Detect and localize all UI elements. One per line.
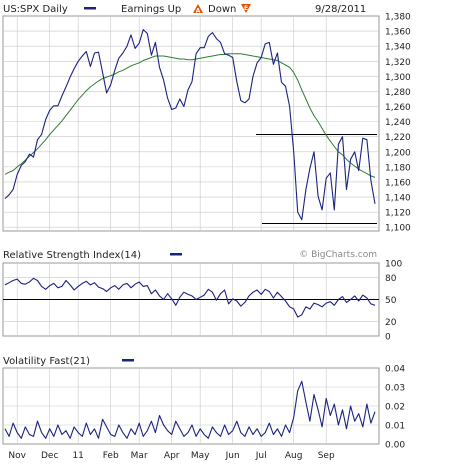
- rsi-y-tick-label: 80: [385, 274, 397, 284]
- price-y-tick-label: 1,200: [385, 148, 411, 158]
- x-tick-label: Dec: [41, 451, 58, 461]
- price-y-tick-label: 1,340: [385, 43, 411, 53]
- earnings-down-badge: E: [244, 5, 248, 12]
- price-y-tick-label: 1,260: [385, 103, 411, 113]
- earnings-down-icon: E: [241, 4, 251, 13]
- watermark: © BigCharts.com: [299, 250, 377, 260]
- rsi-title: Relative Strength Index(14): [3, 250, 141, 261]
- price-y-tick-label: 1,360: [385, 28, 411, 38]
- rsi-lines: [3, 277, 379, 318]
- price-y-tick-label: 1,300: [385, 73, 411, 83]
- rsi-y-tick-label: 0: [385, 333, 391, 343]
- vol-y-tick-label: 0.00: [385, 441, 405, 451]
- rsi-panel: 0 20 50 80 100: [2, 260, 402, 343]
- x-axis-ticks: Nov Dec 11 Feb Mar Apr May Jun Jul Aug Sep: [8, 451, 335, 461]
- earnings-label: Earnings Up: [121, 4, 181, 15]
- price-series-line: [4, 29, 376, 221]
- chart-date: 9/28/2011: [315, 4, 366, 15]
- price-y-tick-label: 1,280: [385, 88, 411, 98]
- price-panel-frame: [2, 15, 380, 232]
- price-series-moving-average: [4, 53, 376, 178]
- price-y-tick-label: 1,180: [385, 163, 411, 173]
- symbol-label: US:SPX Daily: [3, 4, 68, 15]
- volatility-grid: [3, 368, 379, 444]
- earnings-down-label: Down: [208, 4, 236, 15]
- price-levels: [256, 133, 377, 224]
- earnings-up-badge: A: [196, 8, 201, 15]
- price-y-tick-label: 1,220: [385, 133, 411, 143]
- price-y-tick-label: 1,120: [385, 209, 411, 219]
- price-panel: 1,100 1,120 1,140 1,160 1,180 1,200 1,220 1,240…: [2, 13, 411, 234]
- x-tick-label: Jun: [225, 451, 240, 461]
- x-tick-label: 11: [72, 451, 83, 461]
- rsi-legend-swatch: [170, 253, 182, 256]
- vol-y-tick-label: 0.04: [385, 365, 405, 375]
- price-grid: [3, 16, 379, 231]
- rsi-y-tick-label: 100: [385, 260, 402, 270]
- vol-y-tick-label: 0.03: [385, 384, 405, 394]
- price-y-tick-label: 1,380: [385, 13, 411, 23]
- vol-y-tick-label: 0.01: [385, 422, 405, 432]
- price-y-tick-label: 1,100: [385, 224, 411, 234]
- x-tick-label: Apr: [164, 451, 180, 461]
- price-y-tick-label: 1,240: [385, 118, 411, 128]
- vol-y-tick-label: 0.02: [385, 403, 405, 413]
- x-tick-label: Feb: [103, 451, 119, 461]
- rsi-y-tick-label: 20: [385, 318, 397, 328]
- volatility-lines: [4, 380, 376, 439]
- rsi-y-ticks: 0 20 50 80 100: [385, 260, 402, 343]
- price-y-tick-label: 1,320: [385, 58, 411, 68]
- price-legend-swatch: [84, 7, 96, 10]
- x-tick-label: May: [191, 451, 210, 461]
- volatility-y-ticks: 0.00 0.01 0.02 0.03 0.04: [385, 365, 405, 451]
- price-y-tick-label: 1,140: [385, 194, 411, 204]
- earnings-up-icon: A: [193, 4, 203, 15]
- volatility-title: Volatility Fast(21): [3, 356, 90, 367]
- x-tick-label: Aug: [285, 451, 303, 461]
- x-tick-label: Nov: [8, 451, 26, 461]
- price-y-ticks: 1,100 1,120 1,140 1,160 1,180 1,200 1,220 1,240…: [385, 13, 411, 234]
- volatility-panel: 0.00 0.01 0.02 0.03 0.04: [2, 365, 405, 451]
- price-lines: [4, 29, 376, 221]
- x-tick-label: Sep: [318, 451, 335, 461]
- x-tick-label: Mar: [131, 451, 148, 461]
- price-y-tick-label: 1,160: [385, 178, 411, 188]
- x-tick-label: Jul: [255, 451, 267, 461]
- volatility-legend-swatch: [122, 359, 134, 362]
- rsi-y-tick-label: 50: [385, 296, 397, 306]
- rsi-series-line: [4, 277, 376, 318]
- vol-series-line: [4, 380, 376, 439]
